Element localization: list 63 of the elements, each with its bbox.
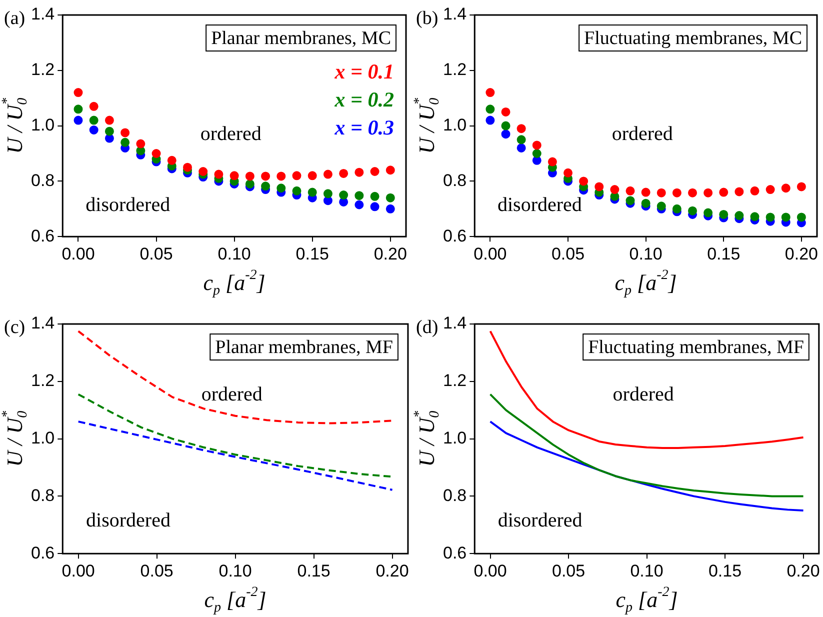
annotation: ordered [612, 383, 674, 406]
text: x = 0.1 [334, 59, 394, 84]
y-tick-label: 1.4 [30, 4, 55, 24]
y-tick-label: 1.4 [30, 314, 55, 333]
y-tick-label: 1.2 [442, 371, 467, 390]
y-tick-label: 1.0 [30, 428, 55, 448]
annotation: ordered [612, 122, 673, 145]
x-tick-label: 0.05 [140, 244, 173, 264]
y-tick-label: 1.2 [30, 60, 55, 80]
y-tick-label: 1.2 [442, 60, 467, 80]
x-tick-label: 0.20 [784, 244, 818, 264]
x-tick-label: 0.00 [474, 244, 507, 264]
y-tick-label: 0.8 [442, 170, 467, 190]
text: Planar membranes, MC [211, 28, 392, 49]
y-tick-label: 1.2 [30, 371, 55, 390]
text: (d) [416, 316, 438, 338]
y-axis-title: U / U*0 [412, 98, 442, 154]
y-tick-label: 1.4 [442, 314, 467, 333]
y-tick-label: 0.6 [30, 543, 55, 562]
x-tick-label: 0.05 [140, 561, 174, 580]
x-tick-label: 0.00 [62, 244, 95, 264]
x-tick-label: 0.10 [630, 561, 664, 580]
x-tick-label: 0.00 [62, 561, 95, 580]
annotation: disordered [86, 194, 170, 216]
y-tick-label: 1.0 [30, 115, 55, 134]
x-tick-label: 0.10 [218, 561, 252, 580]
x-tick-label: 0.05 [552, 561, 586, 580]
x-tick-label: 0.20 [376, 561, 409, 580]
text: Planar membranes, MF [215, 336, 393, 358]
y-tick-label: 0.6 [442, 543, 467, 562]
x-tick-label: 0.15 [708, 561, 742, 580]
annotation: disordered [498, 510, 582, 532]
y-tick-label: 0.8 [30, 486, 55, 505]
y-axis-title: U / U*0 [412, 410, 442, 467]
y-tick-label: 0.6 [442, 226, 467, 246]
y-axis-title: U / U*0 [0, 98, 30, 154]
y-axis-title: U / U*0 [0, 410, 30, 467]
x-tick-label: 0.15 [297, 561, 330, 580]
x-tick-label: 0.15 [296, 244, 329, 264]
annotation: disordered [497, 194, 582, 216]
y-tick-label: 0.8 [442, 486, 467, 505]
y-tick-label: 1.4 [442, 4, 467, 24]
text: (c) [4, 316, 26, 338]
x-tick-label: 0.10 [218, 244, 251, 264]
text: Fluctuating membranes, MF [588, 336, 804, 358]
text: x = 0.2 [334, 87, 394, 112]
x-tick-label: 0.20 [786, 561, 820, 580]
x-tick-label: 0.10 [629, 244, 662, 264]
x-tick-label: 0.05 [551, 244, 585, 264]
y-tick-label: 0.6 [30, 226, 55, 246]
text: (a) [4, 8, 26, 29]
y-tick-label: 1.0 [442, 115, 467, 134]
y-tick-label: 0.8 [30, 170, 55, 190]
text: Fluctuating membranes, MC [584, 28, 802, 49]
annotation: ordered [200, 122, 262, 145]
annotation: ordered [201, 383, 262, 406]
text: (b) [416, 8, 438, 29]
text: x = 0.3 [334, 115, 394, 140]
x-tick-label: 0.00 [474, 561, 507, 580]
x-tick-label: 0.15 [707, 244, 740, 264]
x-tick-label: 0.20 [374, 244, 407, 264]
annotation: disordered [86, 510, 170, 532]
y-tick-label: 1.0 [442, 428, 467, 448]
